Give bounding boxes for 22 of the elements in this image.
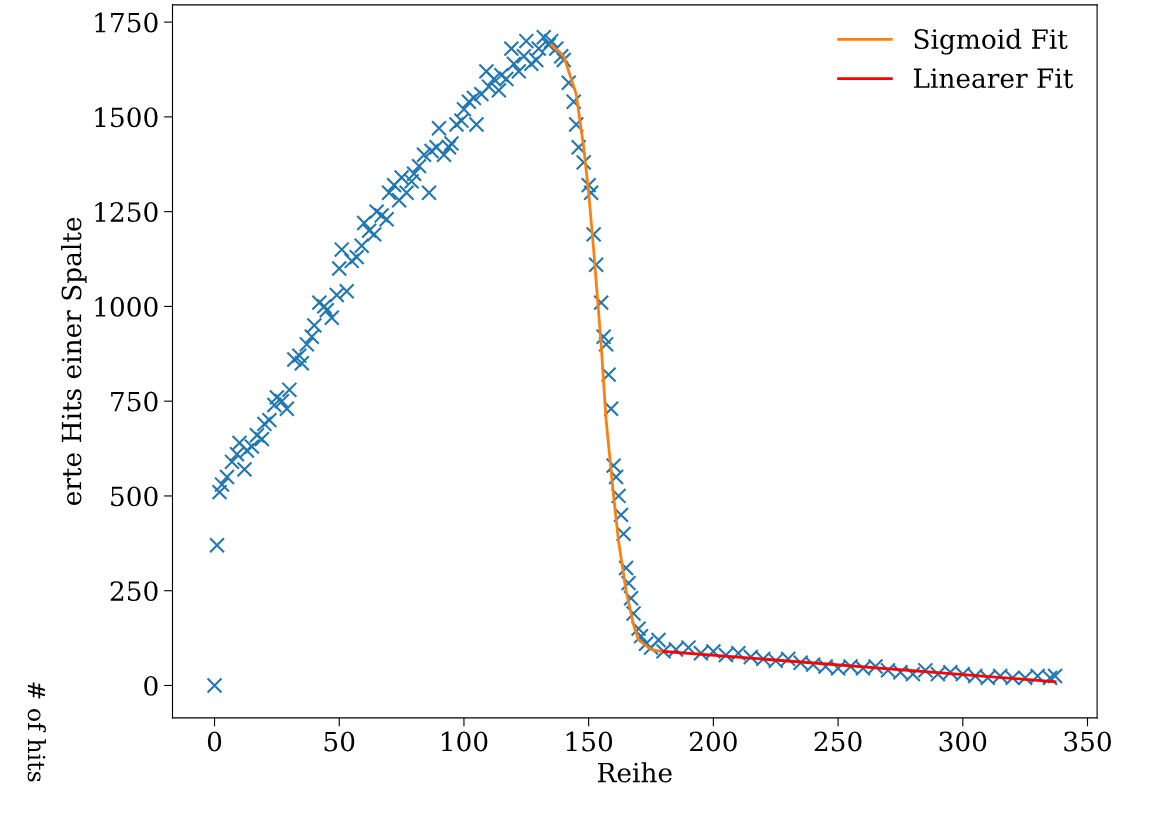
x-tick-label: 250 [814, 731, 862, 752]
y-tick-label: 750 [111, 391, 158, 412]
y-axis-title: erte Hits einer Spalte [61, 217, 87, 505]
y-tick-label: 1750 [95, 12, 158, 33]
y-tick-label: 250 [110, 581, 158, 602]
y-tick-label: 1250 [95, 202, 158, 223]
x-tick-label: 300 [939, 731, 987, 752]
y-tick-label: 500 [111, 486, 158, 507]
legend-label: Sigmoid Fit [914, 28, 1068, 55]
x-axis-title: Reihe [597, 762, 672, 783]
y-tick-label: 1000 [95, 296, 158, 317]
y-tick-label: 1500 [95, 107, 158, 128]
text: # of hits [27, 682, 46, 782]
x-tick-label: 200 [689, 731, 737, 752]
x-tick-label: 150 [566, 731, 613, 752]
x-tick-label: 0 [207, 731, 222, 752]
x-tick-label: 350 [1064, 731, 1111, 752]
line-series [549, 43, 665, 654]
x-tick-label: 100 [441, 731, 488, 752]
y-tick-label: 0 [144, 675, 158, 696]
x-tick-label: 50 [324, 731, 355, 752]
legend-label: Linearer Fit [913, 68, 1074, 89]
